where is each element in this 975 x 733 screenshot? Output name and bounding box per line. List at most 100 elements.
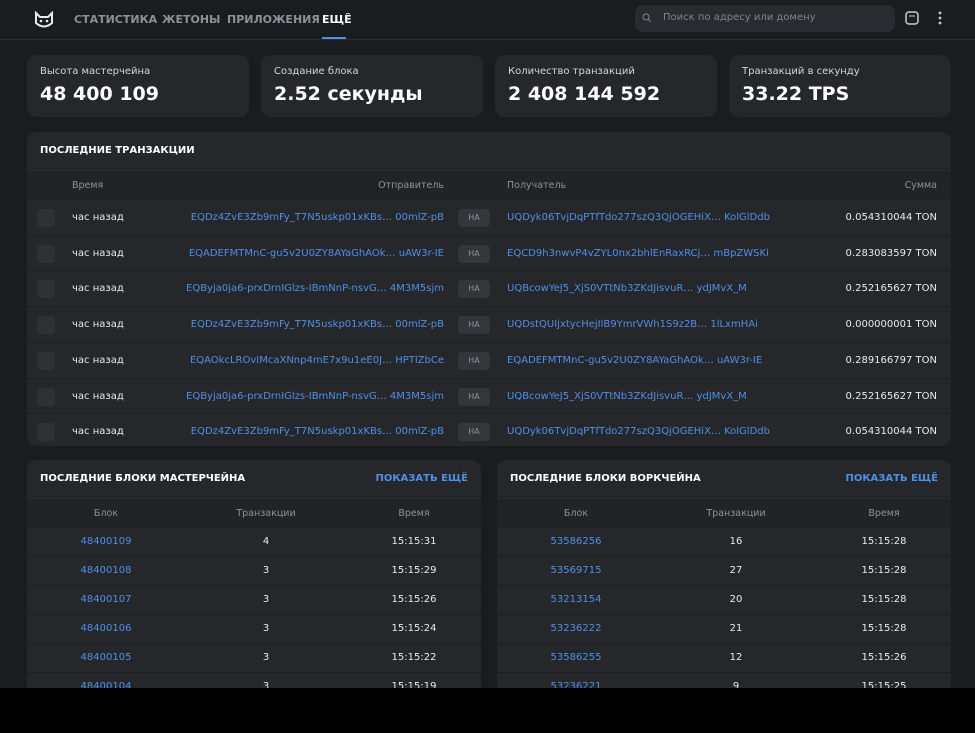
block-number[interactable]: 48400104: [80, 681, 132, 692]
link-icon[interactable]: [37, 209, 55, 227]
block-time: 15:15:28: [861, 623, 907, 634]
sender-address[interactable]: EQDz4ZvE3Zb9mFy_T7N5uskp01xKBs… 00mlZ-pB: [190, 319, 444, 331]
link-icon[interactable]: [37, 316, 55, 335]
tx-count: 3: [262, 565, 270, 576]
stat-value: 2.52 секунды: [274, 83, 423, 105]
stat-label: Создание блока: [274, 66, 359, 77]
direction-tag: НА: [458, 387, 490, 406]
logo[interactable]: [33, 9, 55, 31]
direction-tag: НА: [458, 316, 490, 335]
transaction-row: час назад EQDz4ZvE3Zb9mFy_T7N5uskp01xKBs……: [27, 413, 951, 446]
theme-icon[interactable]: [905, 11, 919, 25]
link-icon[interactable]: [37, 423, 55, 442]
tx-count: 4: [262, 536, 270, 547]
transaction-row: час назад EQByja0ja6-prxDrnIGlzs-IBmNnP-n…: [27, 270, 951, 306]
menu-icon[interactable]: [935, 11, 945, 27]
block-number[interactable]: 53586255: [550, 652, 602, 663]
stat-label: Количество транзакций: [508, 66, 635, 77]
tx-count: 3: [262, 623, 270, 634]
block-row: 53236221 9 15:15:25: [497, 672, 951, 700]
column-header: Отправитель: [378, 180, 444, 191]
receiver-address[interactable]: EQCD9h3nwvP4vZYL0nx2bhlEnRaxRCj… mBpZWSK…: [507, 247, 769, 259]
column-header: Транзакции: [706, 508, 766, 519]
link-icon[interactable]: [37, 387, 55, 406]
stat-card: Количество транзакций 2 408 144 592: [495, 55, 717, 117]
column-header: Время: [72, 180, 104, 191]
block-time: 15:15:24: [391, 623, 437, 634]
link-icon[interactable]: [37, 280, 55, 299]
tx-time: час назад: [72, 247, 124, 259]
link-icon[interactable]: [37, 351, 55, 370]
sender-address[interactable]: EQByja0ja6-prxDrnIGlzs-IBmNnP-nsvG… 4M3M…: [186, 390, 444, 402]
transaction-row: час назад EQDz4ZvE3Zb9mFy_T7N5uskp01xKBs……: [27, 306, 951, 342]
transaction-row: час назад EQAOkcLROvIMcaXNnp4mE7x9u1eE0J……: [27, 341, 951, 378]
sender-address[interactable]: EQByja0ja6-prxDrnIGlzs-IBmNnP-nsvG… 4M3M…: [186, 283, 444, 295]
nav-bar: СТАТИСТИКА ЖЕТОНЫ ПРИЛОЖЕНИЯ ЕЩЁ Поиск по а…: [0, 0, 975, 40]
block-row: 53586256 16 15:15:28: [497, 527, 951, 556]
nav-item[interactable]: ЖЕТОНЫ: [162, 13, 221, 26]
panel-title: ПОСЛЕДНИЕ ТРАНЗАКЦИИ: [40, 145, 195, 156]
receiver-address[interactable]: UQDyk06TvjDqPTfTdo277szQ3QjOGEHiX… KolGl…: [507, 212, 770, 223]
block-time: 15:15:22: [391, 652, 437, 663]
stat-value: 48 400 109: [40, 83, 159, 105]
screen-edge: [0, 688, 975, 733]
receiver-address[interactable]: UQBcowYeJ5_XjS0VTtNb3ZKdJisvuR… ydJMvX_M: [507, 283, 747, 295]
block-number[interactable]: 48400107: [80, 594, 132, 605]
receiver-address[interactable]: UQBcowYeJ5_XjS0VTtNb3ZKdJisvuR… ydJMvX_M: [507, 390, 747, 402]
tx-count: 21: [729, 623, 743, 634]
sender-address[interactable]: EQDz4ZvE3Zb9mFy_T7N5uskp01xKBs… 00mlZ-pB: [190, 212, 444, 223]
block-number[interactable]: 48400109: [80, 536, 132, 547]
sender-address[interactable]: EQDz4ZvE3Zb9mFy_T7N5uskp01xKBs… 00mlZ-pB: [190, 426, 444, 438]
tx-time: час назад: [72, 390, 124, 402]
tx-amount: 0.283083597 TON: [845, 247, 937, 259]
sender-address[interactable]: EQAOkcLROvIMcaXNnp4mE7x9u1eE0J… HPTlZbCe: [189, 354, 444, 366]
tx-count: 3: [262, 681, 270, 692]
masterchain-panel: ПОСЛЕДНИЕ БЛОКИ МАСТЕРЧЕЙНА ПОКАЗАТЬ ЕЩЁ Б…: [27, 460, 481, 700]
stat-value: 33.22 TPS: [742, 83, 850, 105]
direction-tag: НА: [458, 280, 490, 299]
block-number[interactable]: 53236221: [550, 681, 602, 692]
nav-underline: [322, 37, 346, 39]
nav-item[interactable]: ПРИЛОЖЕНИЯ: [227, 13, 320, 26]
block-number[interactable]: 48400105: [80, 652, 132, 663]
show-more[interactable]: ПОКАЗАТЬ ЕЩЁ: [375, 473, 468, 484]
search-box[interactable]: Поиск по адресу или домену: [635, 5, 895, 32]
tx-count: 12: [729, 652, 743, 663]
nav-item[interactable]: СТАТИСТИКА: [74, 13, 158, 26]
block-number[interactable]: 53569715: [550, 565, 602, 576]
tx-count: 3: [262, 594, 270, 605]
column-header: Получатель: [507, 180, 567, 191]
block-number[interactable]: 53236222: [550, 623, 602, 634]
column-header: Блок: [563, 508, 589, 519]
block-time: 15:15:29: [391, 565, 437, 576]
block-time: 15:15:28: [861, 565, 907, 576]
table-header: Время Отправитель Получатель Сумма: [27, 172, 951, 199]
block-row: 48400107 3 15:15:26: [27, 585, 481, 614]
stat-value: 2 408 144 592: [508, 83, 661, 105]
column-header: Сумма: [904, 180, 937, 191]
show-more[interactable]: ПОКАЗАТЬ ЕЩЁ: [845, 473, 938, 484]
block-number[interactable]: 53586256: [550, 536, 602, 547]
sender-address[interactable]: EQADEFMTMnC-gu5v2U0ZY8AYaGhAOk… uAW3r-IE: [188, 247, 444, 259]
block-row: 48400105 3 15:15:22: [27, 643, 481, 672]
block-number[interactable]: 53213154: [550, 594, 602, 605]
receiver-address[interactable]: UQDstQUIjxtycHejIlB9YmrVWh1S9z2B… 1lLxmH…: [507, 319, 758, 331]
block-time: 15:15:28: [861, 594, 907, 605]
workchain-panel: ПОСЛЕДНИЕ БЛОКИ ВОРКЧЕЙНА ПОКАЗАТЬ ЕЩЁ Бло…: [497, 460, 951, 700]
block-number[interactable]: 48400108: [80, 565, 132, 576]
table-header: Блок Транзакции Время: [27, 500, 481, 527]
transaction-row: час назад EQDz4ZvE3Zb9mFy_T7N5uskp01xKBs……: [27, 199, 951, 235]
panel-title: ПОСЛЕДНИЕ БЛОКИ ВОРКЧЕЙНА: [510, 473, 701, 484]
tx-time: час назад: [72, 283, 124, 295]
tx-time: час назад: [72, 426, 124, 438]
nav-item[interactable]: ЕЩЁ: [322, 13, 352, 26]
stat-card: Создание блока 2.52 секунды: [261, 55, 483, 117]
block-number[interactable]: 48400106: [80, 623, 132, 634]
block-row: 48400106 3 15:15:24: [27, 614, 481, 643]
block-time: 15:15:26: [861, 652, 907, 663]
receiver-address[interactable]: EQADEFMTMnC-gu5v2U0ZY8AYaGhAOk… uAW3r-IE: [507, 354, 763, 366]
tx-count: 20: [729, 594, 743, 605]
receiver-address[interactable]: UQDyk06TvjDqPTfTdo277szQ3QjOGEHiX… KolGl…: [507, 426, 770, 438]
link-icon[interactable]: [37, 244, 55, 263]
